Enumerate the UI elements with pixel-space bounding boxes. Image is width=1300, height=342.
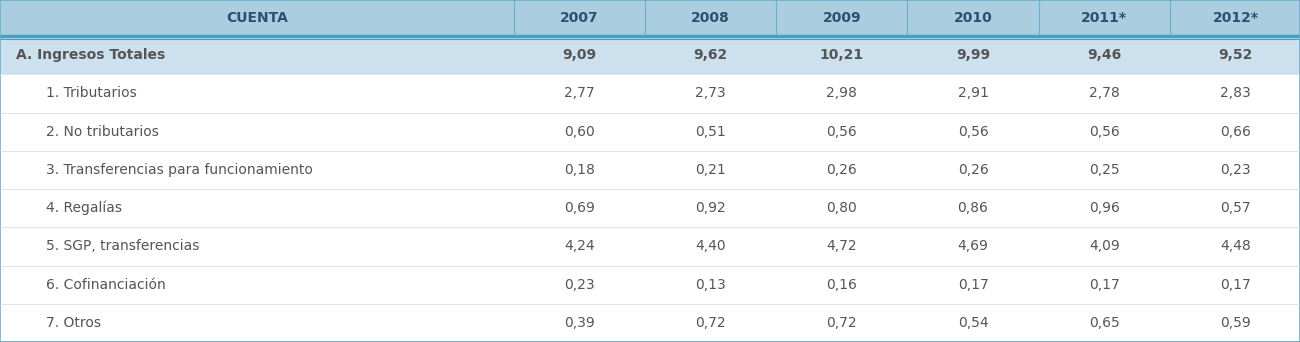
Text: 2,91: 2,91	[958, 87, 988, 100]
Text: 9,62: 9,62	[693, 48, 728, 62]
Text: 0,72: 0,72	[696, 316, 725, 330]
Text: 0,18: 0,18	[564, 163, 594, 177]
Text: 4,48: 4,48	[1221, 239, 1251, 253]
Text: 0,39: 0,39	[564, 316, 594, 330]
Text: 6. Cofinanciación: 6. Cofinanciación	[46, 278, 165, 292]
Text: 0,54: 0,54	[958, 316, 988, 330]
Bar	[0, 36, 1300, 74]
Text: 0,65: 0,65	[1089, 316, 1119, 330]
Bar	[0, 189, 1300, 227]
Text: 0,92: 0,92	[696, 201, 725, 215]
Text: 0,69: 0,69	[564, 201, 594, 215]
Text: 2,78: 2,78	[1089, 87, 1119, 100]
Text: 2,73: 2,73	[696, 87, 725, 100]
Text: 0,26: 0,26	[958, 163, 988, 177]
Text: 2010: 2010	[954, 11, 992, 25]
Bar	[0, 74, 1300, 113]
Text: 0,17: 0,17	[958, 278, 988, 292]
Bar	[0, 0, 1300, 36]
Text: 2,98: 2,98	[827, 87, 857, 100]
Text: 0,57: 0,57	[1221, 201, 1251, 215]
Text: 4,69: 4,69	[958, 239, 988, 253]
Text: 2,83: 2,83	[1221, 87, 1251, 100]
Text: 0,17: 0,17	[1221, 278, 1251, 292]
Text: 9,46: 9,46	[1087, 48, 1122, 62]
Text: 4,09: 4,09	[1089, 239, 1119, 253]
Text: 0,17: 0,17	[1089, 278, 1119, 292]
Text: 2. No tributarios: 2. No tributarios	[46, 124, 159, 139]
Text: 2012*: 2012*	[1213, 11, 1258, 25]
Bar	[0, 304, 1300, 342]
Text: 0,72: 0,72	[827, 316, 857, 330]
Bar	[0, 265, 1300, 304]
Text: 0,16: 0,16	[827, 278, 857, 292]
Text: 2008: 2008	[692, 11, 729, 25]
Text: 1. Tributarios: 1. Tributarios	[46, 87, 136, 100]
Text: 0,13: 0,13	[696, 278, 725, 292]
Text: 0,60: 0,60	[564, 124, 594, 139]
Text: 5. SGP, transferencias: 5. SGP, transferencias	[46, 239, 199, 253]
Text: 0,86: 0,86	[958, 201, 988, 215]
Text: 9,09: 9,09	[562, 48, 597, 62]
Text: 0,23: 0,23	[564, 278, 594, 292]
Text: 7. Otros: 7. Otros	[46, 316, 100, 330]
Text: 4. Regalías: 4. Regalías	[46, 201, 121, 215]
Text: 0,66: 0,66	[1221, 124, 1251, 139]
Text: 0,23: 0,23	[1221, 163, 1251, 177]
Text: A. Ingresos Totales: A. Ingresos Totales	[16, 48, 165, 62]
Text: 9,52: 9,52	[1218, 48, 1253, 62]
Text: 10,21: 10,21	[820, 48, 863, 62]
Text: 0,96: 0,96	[1089, 201, 1119, 215]
Text: 0,56: 0,56	[1089, 124, 1119, 139]
Text: 4,40: 4,40	[696, 239, 725, 253]
Text: 9,99: 9,99	[956, 48, 991, 62]
Text: 0,80: 0,80	[827, 201, 857, 215]
Text: 0,56: 0,56	[958, 124, 988, 139]
Text: 3. Transferencias para funcionamiento: 3. Transferencias para funcionamiento	[46, 163, 312, 177]
Text: CUENTA: CUENTA	[226, 11, 287, 25]
Text: 4,72: 4,72	[827, 239, 857, 253]
Text: 4,24: 4,24	[564, 239, 594, 253]
Text: 2009: 2009	[823, 11, 861, 25]
Text: 0,26: 0,26	[827, 163, 857, 177]
Text: 0,21: 0,21	[696, 163, 725, 177]
Bar	[0, 151, 1300, 189]
Bar	[0, 227, 1300, 265]
Text: 2,77: 2,77	[564, 87, 594, 100]
Bar	[0, 113, 1300, 151]
Text: 0,59: 0,59	[1221, 316, 1251, 330]
Text: 0,56: 0,56	[827, 124, 857, 139]
Text: 0,51: 0,51	[696, 124, 725, 139]
Text: 2007: 2007	[560, 11, 598, 25]
Text: 0,25: 0,25	[1089, 163, 1119, 177]
Text: 2011*: 2011*	[1082, 11, 1127, 25]
